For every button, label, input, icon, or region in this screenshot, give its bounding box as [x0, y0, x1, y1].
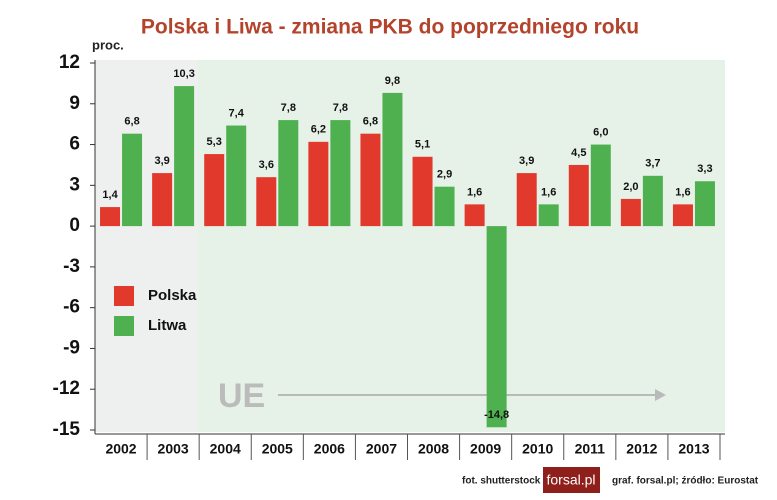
- annotation: UE: [218, 377, 265, 415]
- data-label: 3,9: [154, 155, 169, 167]
- data-label: 3,7: [645, 158, 660, 170]
- bar: [308, 141, 329, 227]
- y-tick-label: 6: [69, 134, 80, 155]
- legend-label: Litwa: [148, 317, 187, 334]
- x-tick-label: 2006: [314, 441, 345, 457]
- bar: [226, 125, 247, 227]
- bar: [620, 198, 641, 227]
- photo-credit: fot. shutterstock: [462, 476, 541, 487]
- data-label: 1,6: [467, 186, 482, 198]
- x-tick-label: 2008: [418, 441, 449, 457]
- y-tick-label: 9: [69, 93, 80, 114]
- legend-swatch: [114, 286, 134, 306]
- data-label: 3,6: [259, 159, 274, 171]
- logo: forsal.pl: [546, 472, 595, 488]
- bar: [278, 120, 299, 227]
- x-tick-label: 2003: [158, 441, 189, 457]
- y-tick-label: 12: [59, 52, 80, 73]
- data-label: 7,4: [229, 107, 245, 119]
- source: graf. forsal.pl; źródło: Eurostat: [612, 476, 759, 487]
- bar: [382, 92, 403, 227]
- x-tick-label: 2012: [626, 441, 657, 457]
- bar: [204, 154, 225, 227]
- bar: [694, 181, 715, 227]
- bar: [464, 204, 485, 227]
- data-label: 7,8: [333, 102, 348, 114]
- data-label: 9,8: [385, 75, 400, 87]
- bar: [642, 175, 663, 227]
- bar: [330, 120, 351, 227]
- bar: [538, 204, 559, 227]
- bar: [486, 226, 507, 428]
- data-label: 4,5: [571, 147, 586, 159]
- data-label: 6,8: [363, 116, 378, 128]
- y-tick-label: 0: [69, 215, 80, 236]
- y-tick-label: -15: [53, 419, 81, 440]
- eu-area: [198, 60, 725, 432]
- data-label: 3,3: [697, 163, 712, 175]
- bar: [590, 144, 611, 227]
- x-tick-label: 2010: [522, 441, 553, 457]
- y-tick-label: -9: [63, 337, 80, 358]
- data-label: 6,2: [311, 124, 326, 136]
- chart-title: Polska i Liwa - zmiana PKB do poprzednie…: [141, 16, 639, 39]
- x-tick-label: 2002: [105, 441, 136, 457]
- data-label: 7,8: [281, 102, 296, 114]
- bar: [412, 156, 433, 227]
- bar: [100, 207, 121, 227]
- x-tick-label: 2011: [575, 441, 606, 457]
- y-axis-label: proc.: [92, 37, 124, 52]
- bar: [122, 133, 143, 227]
- data-label: 3,9: [519, 155, 534, 167]
- data-label: 1,6: [675, 186, 690, 198]
- bar: [672, 204, 693, 227]
- bar: [256, 177, 277, 227]
- data-label: -14,8: [484, 409, 509, 421]
- data-label: 5,1: [415, 139, 430, 151]
- x-tick-label: 2005: [262, 441, 293, 457]
- x-tick-label: 2013: [678, 441, 709, 457]
- legend-label: Polska: [148, 287, 197, 304]
- bar: [360, 133, 381, 227]
- x-tick-label: 2004: [210, 441, 241, 457]
- bar: [434, 186, 455, 227]
- bar: [174, 86, 195, 227]
- x-tick-label: 2009: [470, 441, 501, 457]
- data-label: 1,6: [541, 186, 556, 198]
- data-label: 6,0: [593, 126, 608, 138]
- y-tick-label: -12: [53, 378, 80, 399]
- data-label: 2,0: [623, 181, 638, 193]
- data-label: 1,4: [102, 189, 118, 201]
- y-tick-label: -6: [63, 297, 80, 318]
- data-label: 2,9: [437, 169, 452, 181]
- logo-box: [543, 467, 600, 493]
- legend-swatch: [114, 316, 134, 336]
- data-label: 6,8: [124, 116, 139, 128]
- y-tick-label: 3: [69, 174, 80, 195]
- bar: [516, 173, 537, 227]
- x-tick-label: 2007: [366, 441, 397, 457]
- y-tick-label: -3: [63, 256, 80, 277]
- bar: [152, 173, 173, 227]
- data-label: 5,3: [207, 136, 222, 148]
- bar: [568, 164, 589, 227]
- data-label: 10,3: [173, 68, 194, 80]
- annotation-arrowhead: [655, 389, 666, 401]
